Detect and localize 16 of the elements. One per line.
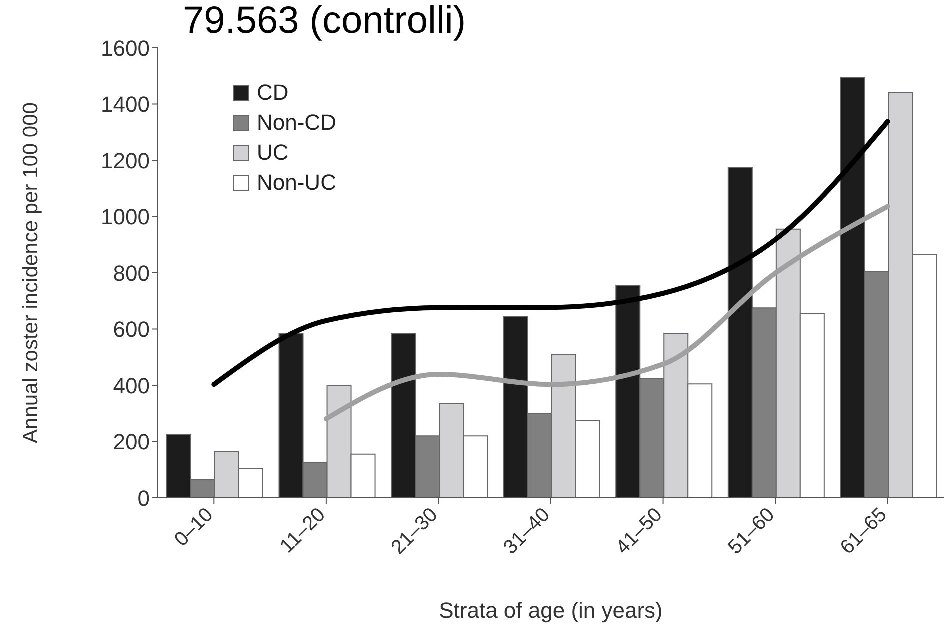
legend-label: UC bbox=[257, 139, 289, 167]
y-tick-label: 1600 bbox=[101, 36, 150, 61]
legend-label: Non-UC bbox=[257, 169, 336, 197]
y-tick-label: 200 bbox=[113, 430, 150, 455]
y-tick-label: 1200 bbox=[101, 148, 150, 174]
y-tick-label: 800 bbox=[113, 260, 150, 286]
chart-title: 79.563 (controlli) bbox=[183, 0, 466, 43]
y-tick-label: 400 bbox=[113, 373, 150, 398]
legend-label: Non-CD bbox=[257, 109, 336, 137]
y-axis-title: Annual zoster incidence per 100 000 bbox=[19, 102, 42, 444]
x-axis-title: Strata of age (in years) bbox=[439, 598, 663, 623]
y-tick-label: 0 bbox=[138, 486, 150, 511]
y-tick-label: 1000 bbox=[101, 204, 150, 230]
y-tick-label: 600 bbox=[113, 317, 150, 342]
y-tick-label: 1400 bbox=[101, 92, 150, 118]
legend-label: CD bbox=[257, 79, 289, 107]
